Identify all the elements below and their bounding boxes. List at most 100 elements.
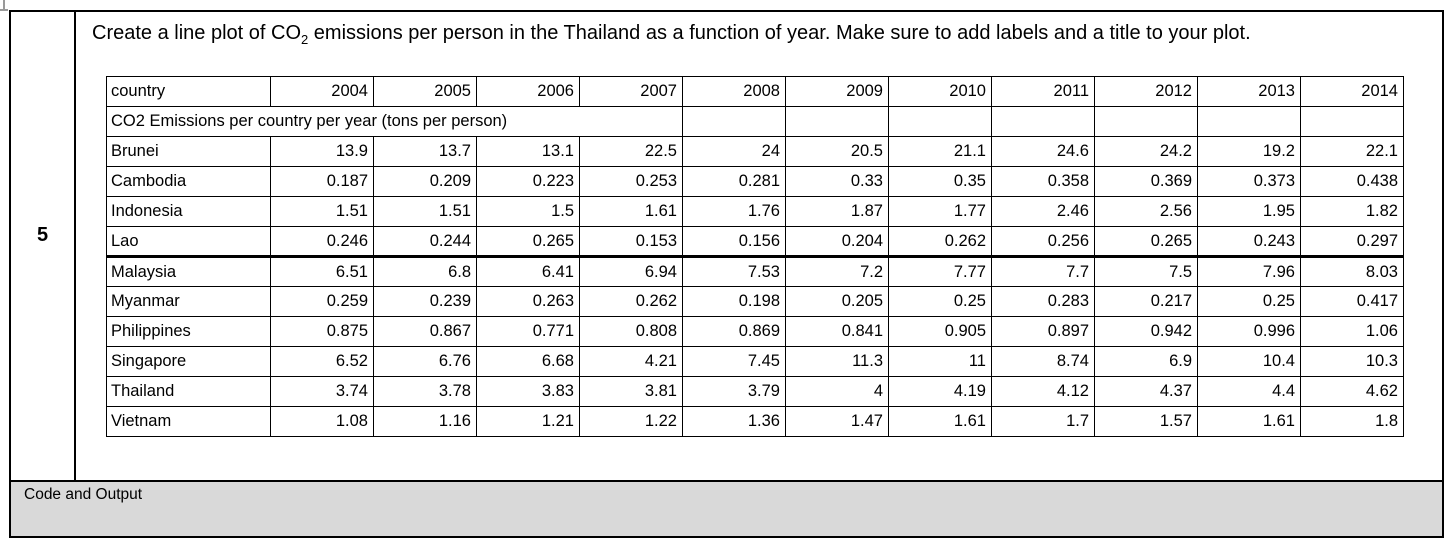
table-row: Indonesia 1.51 1.51 1.5 1.61 1.76 1.87 1.77 2.46… <box>106 196 1404 227</box>
value-cell: 0.438 <box>1300 166 1404 197</box>
header-year-cell: 2012 <box>1094 76 1198 107</box>
value-cell: 8.74 <box>991 346 1095 377</box>
value-cell: 0.204 <box>785 226 889 258</box>
header-year-cell: 2010 <box>888 76 992 107</box>
value-cell: 2.46 <box>991 196 1095 227</box>
country-cell: Lao <box>106 226 271 258</box>
header-year-cell: 2004 <box>270 76 374 107</box>
empty-cell <box>1300 106 1404 137</box>
header-year-cell: 2009 <box>785 76 889 107</box>
value-cell: 0.209 <box>373 166 477 197</box>
country-cell: Singapore <box>106 346 271 377</box>
value-cell: 1.51 <box>270 196 374 227</box>
table-body: Brunei 13.9 13.7 13.1 22.5 24 20.5 21.1 24.6 24.2… <box>106 136 1404 437</box>
table-row: Vietnam 1.08 1.16 1.21 1.22 1.36 1.47 1.61 1.7 1.… <box>106 406 1404 437</box>
value-cell: 4 <box>785 376 889 407</box>
task-prompt: Create a line plot of CO2 emissions per … <box>92 17 1422 56</box>
value-cell: 0.262 <box>579 286 683 317</box>
value-cell: 1.77 <box>888 196 992 227</box>
value-cell: 7.77 <box>888 256 992 287</box>
country-cell: Brunei <box>106 136 271 167</box>
country-cell: Thailand <box>106 376 271 407</box>
table-title-row: CO2 Emissions per country per year (tons… <box>106 106 1404 137</box>
value-cell: 0.283 <box>991 286 1095 317</box>
value-cell: 0.223 <box>476 166 580 197</box>
value-cell: 0.373 <box>1197 166 1301 197</box>
value-cell: 0.25 <box>888 286 992 317</box>
value-cell: 0.259 <box>270 286 374 317</box>
value-cell: 3.81 <box>579 376 683 407</box>
table-title: CO2 Emissions per country per year (tons… <box>106 106 683 137</box>
value-cell: 0.153 <box>579 226 683 258</box>
value-cell: 0.256 <box>991 226 1095 258</box>
value-cell: 3.74 <box>270 376 374 407</box>
value-cell: 6.41 <box>476 256 580 287</box>
value-cell: 7.96 <box>1197 256 1301 287</box>
value-cell: 7.53 <box>682 256 786 287</box>
header-year-cell: 2008 <box>682 76 786 107</box>
value-cell: 1.87 <box>785 196 889 227</box>
value-cell: 0.33 <box>785 166 889 197</box>
value-cell: 0.244 <box>373 226 477 258</box>
value-cell: 11.3 <box>785 346 889 377</box>
value-cell: 1.7 <box>991 406 1095 437</box>
value-cell: 0.25 <box>1197 286 1301 317</box>
country-cell: Vietnam <box>106 406 271 437</box>
header-year-cell: 2006 <box>476 76 580 107</box>
value-cell: 1.47 <box>785 406 889 437</box>
value-cell: 1.61 <box>579 196 683 227</box>
country-cell: Cambodia <box>106 166 271 197</box>
header-country-cell: country <box>106 76 271 107</box>
table-move-handle-fragment <box>0 9 8 11</box>
value-cell: 0.187 <box>270 166 374 197</box>
question-number: 5 <box>36 224 49 246</box>
value-cell: 1.82 <box>1300 196 1404 227</box>
value-cell: 0.239 <box>373 286 477 317</box>
value-cell: 0.263 <box>476 286 580 317</box>
value-cell: 10.3 <box>1300 346 1404 377</box>
value-cell: 6.68 <box>476 346 580 377</box>
header-year-cell: 2014 <box>1300 76 1404 107</box>
value-cell: 11 <box>888 346 992 377</box>
value-cell: 0.217 <box>1094 286 1198 317</box>
value-cell: 13.9 <box>270 136 374 167</box>
value-cell: 0.808 <box>579 316 683 347</box>
empty-cell <box>1094 106 1198 137</box>
co2-subscript: 2 <box>301 32 309 47</box>
question-content-cell: Create a line plot of CO2 emissions per … <box>76 12 1442 480</box>
value-cell: 1.5 <box>476 196 580 227</box>
value-cell: 3.78 <box>373 376 477 407</box>
value-cell: 6.76 <box>373 346 477 377</box>
value-cell: 1.8 <box>1300 406 1404 437</box>
value-cell: 2.56 <box>1094 196 1198 227</box>
table-row: Malaysia 6.51 6.8 6.41 6.94 7.53 7.2 7.77 7.7 7.5… <box>106 256 1404 287</box>
value-cell: 1.95 <box>1197 196 1301 227</box>
emissions-table: CO2 Emissions per country per year (tons… <box>106 76 1404 437</box>
value-cell: 7.5 <box>1094 256 1198 287</box>
value-cell: 0.205 <box>785 286 889 317</box>
value-cell: 6.51 <box>270 256 374 287</box>
code-and-output-section: Code and Output <box>11 480 1442 536</box>
value-cell: 20.5 <box>785 136 889 167</box>
value-cell: 1.22 <box>579 406 683 437</box>
value-cell: 1.06 <box>1300 316 1404 347</box>
value-cell: 7.7 <box>991 256 1095 287</box>
empty-cell <box>682 106 786 137</box>
value-cell: 1.16 <box>373 406 477 437</box>
value-cell: 6.52 <box>270 346 374 377</box>
value-cell: 1.61 <box>1197 406 1301 437</box>
empty-cell <box>1197 106 1301 137</box>
value-cell: 0.369 <box>1094 166 1198 197</box>
value-cell: 1.08 <box>270 406 374 437</box>
value-cell: 8.03 <box>1300 256 1404 287</box>
value-cell: 0.771 <box>476 316 580 347</box>
value-cell: 3.83 <box>476 376 580 407</box>
value-cell: 24.2 <box>1094 136 1198 167</box>
value-cell: 6.9 <box>1094 346 1198 377</box>
value-cell: 1.36 <box>682 406 786 437</box>
value-cell: 22.5 <box>579 136 683 167</box>
header-year-cell: 2013 <box>1197 76 1301 107</box>
value-cell: 24.6 <box>991 136 1095 167</box>
value-cell: 0.942 <box>1094 316 1198 347</box>
value-cell: 0.243 <box>1197 226 1301 258</box>
